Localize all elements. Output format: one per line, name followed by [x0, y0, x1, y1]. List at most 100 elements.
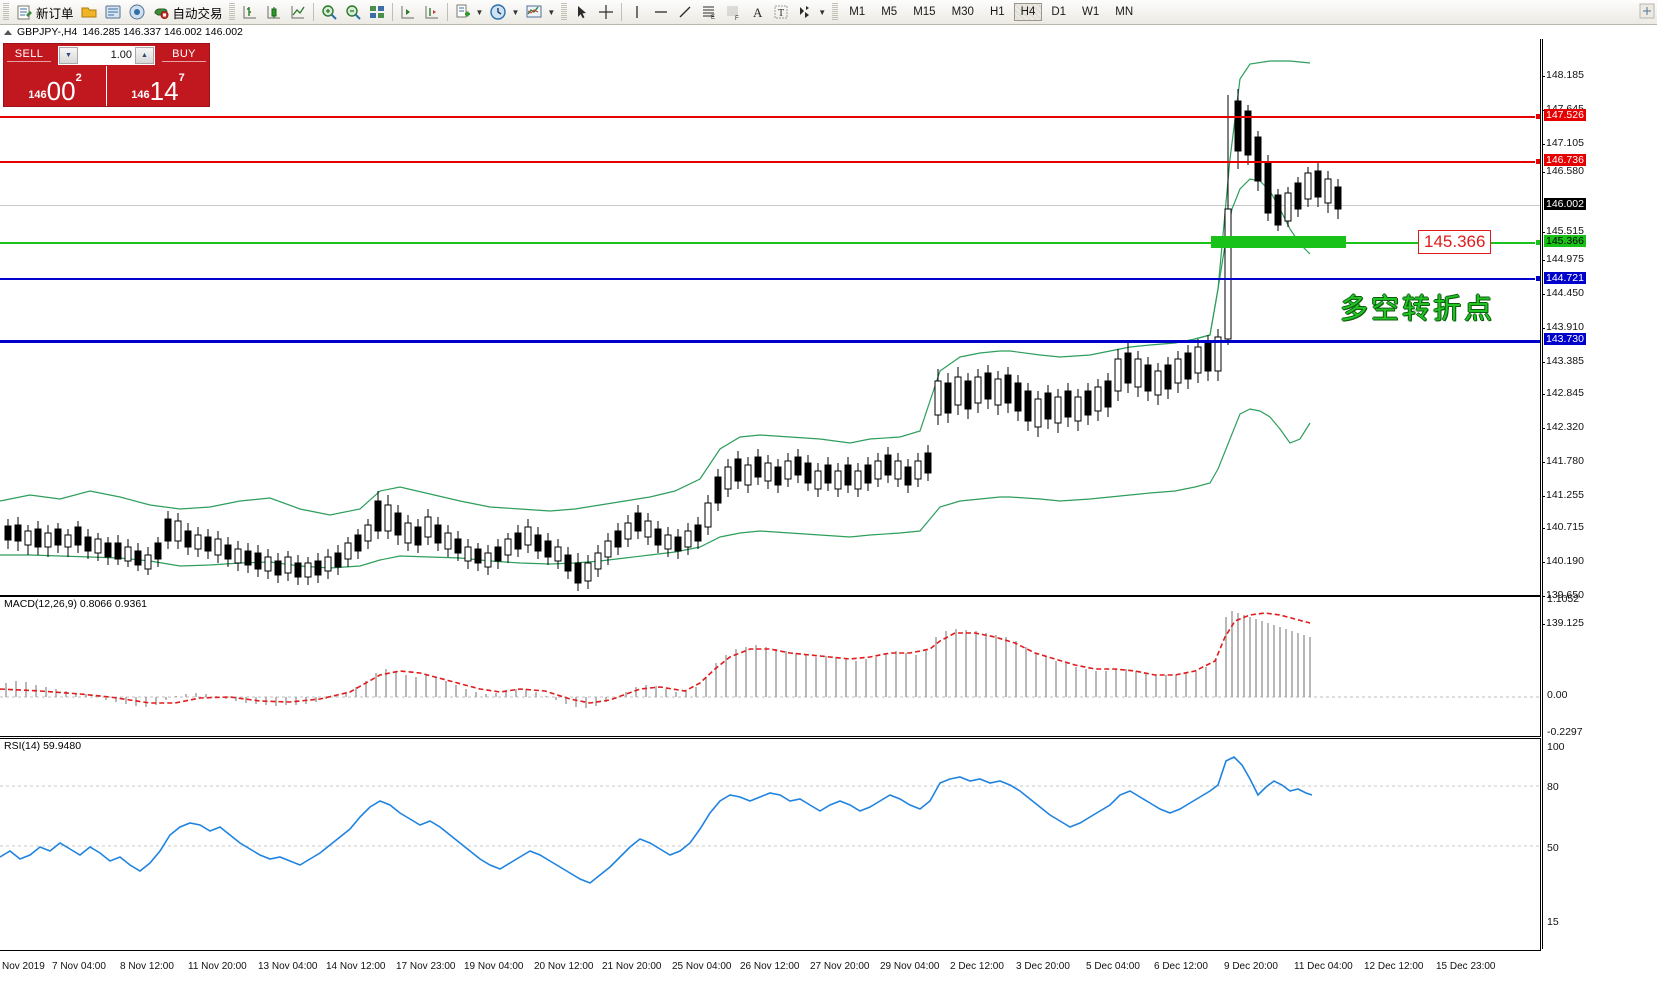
lot-size-value[interactable]: 1.00: [110, 49, 132, 61]
toolbar-grip[interactable]: [3, 3, 9, 21]
chart-annotation-text[interactable]: 多空转折点: [1340, 292, 1496, 325]
text-button[interactable]: A: [745, 1, 769, 23]
tab-timeframe-w1[interactable]: W1: [1082, 6, 1100, 18]
chart-shift-button[interactable]: [396, 1, 420, 23]
line-chart-button[interactable]: [286, 1, 310, 23]
terminal-button[interactable]: [101, 1, 125, 23]
scroll-corner-icon[interactable]: [1639, 3, 1655, 22]
price-badge-support-zone[interactable]: 145.366: [1544, 235, 1586, 247]
vline-button[interactable]: [625, 1, 649, 23]
buy-price-display[interactable]: 146 14 7: [106, 66, 209, 106]
price-badge-resistance-upper[interactable]: 147.526: [1544, 109, 1586, 121]
x-tick-9: 21 Nov 20:00: [602, 961, 662, 972]
level-line-143730[interactable]: [0, 340, 1541, 343]
shapes-button[interactable]: ▼: [793, 1, 829, 23]
x-tick-2: 8 Nov 12:00: [120, 961, 174, 972]
tab-timeframe-d1[interactable]: D1: [1051, 6, 1067, 18]
channel-button[interactable]: F: [721, 1, 745, 23]
zoom-in-icon: [320, 3, 338, 21]
tab-timeframe-m1[interactable]: M1: [849, 6, 866, 18]
rsi-y-tick-2: 50: [1547, 842, 1559, 854]
toolbar-separator-1: [312, 3, 314, 21]
level-line-145366[interactable]: [0, 242, 1541, 244]
fibo-icon: E: [700, 3, 718, 21]
tab-timeframe-m15[interactable]: M15: [913, 6, 936, 18]
new-order-button[interactable]: 新订单: [12, 1, 77, 23]
level-handle-147526[interactable]: [1535, 113, 1542, 120]
macd-pane[interactable]: MACD(12,26,9) 0.8066 0.9361: [0, 596, 1541, 738]
bar-chart-button[interactable]: [238, 1, 262, 23]
symbol-info-bar: GBPJPY-,H4 146.285 146.337 146.002 146.0…: [0, 25, 1657, 40]
symbol-ohlc: 146.285 146.337 146.002 146.002: [82, 26, 243, 38]
level-handle-146736[interactable]: [1535, 158, 1542, 165]
zoom-out-button[interactable]: [341, 1, 365, 23]
level-line-144721[interactable]: [0, 278, 1541, 280]
support-zone-rectangle[interactable]: [1211, 236, 1346, 248]
fibo-button[interactable]: E: [697, 1, 721, 23]
folder-button[interactable]: [77, 1, 101, 23]
y-tick-15: 140.190: [1542, 555, 1584, 567]
tab-timeframe-h4[interactable]: H4: [1013, 3, 1043, 21]
auto-scroll-button[interactable]: [420, 1, 444, 23]
tab-timeframe-mn[interactable]: MN: [1115, 6, 1134, 18]
lot-increase-button[interactable]: ▲: [135, 46, 154, 64]
price-badge-support-lower[interactable]: 143.730: [1544, 333, 1586, 345]
toolbar-grip-2[interactable]: [228, 3, 235, 21]
level-handle-144721[interactable]: [1535, 275, 1542, 282]
trendline-icon: [676, 3, 694, 21]
level-handle-145366[interactable]: [1535, 239, 1542, 246]
svg-text:F: F: [735, 16, 739, 21]
price-axis[interactable]: 148.185 147.645 147.105 146.580 145.515 …: [1542, 39, 1657, 949]
hline-button[interactable]: [649, 1, 673, 23]
lot-decrease-button[interactable]: ▼: [59, 46, 78, 64]
tab-timeframe-h1[interactable]: H1: [989, 6, 1005, 18]
price-badge-resistance-lower[interactable]: 146.736: [1544, 154, 1586, 166]
navigator-button[interactable]: [125, 1, 149, 23]
price-label-box[interactable]: 145.366: [1418, 230, 1492, 254]
template-dropdown-caret[interactable]: ▼: [475, 7, 484, 17]
sell-button[interactable]: SELL: [7, 48, 51, 62]
tile-windows-button[interactable]: [365, 1, 389, 23]
lot-size-stepper[interactable]: ▼ 1.00 ▲: [58, 45, 155, 65]
indicators-button[interactable]: ▼: [522, 1, 558, 23]
tab-timeframe-m5[interactable]: M5: [881, 6, 898, 18]
template-button[interactable]: ▼: [451, 1, 487, 23]
x-tick-6: 17 Nov 23:00: [396, 961, 456, 972]
rsi-pane[interactable]: RSI(14) 59.9480: [0, 738, 1541, 950]
rsi-y-tick-0: 100: [1547, 741, 1565, 753]
zoom-in-button[interactable]: [317, 1, 341, 23]
level-line-146736[interactable]: [0, 161, 1541, 163]
shapes-dropdown-caret[interactable]: ▼: [818, 7, 827, 17]
y-tick-0: 148.185: [1542, 69, 1584, 81]
tab-timeframe-m30[interactable]: M30: [951, 6, 974, 18]
macd-title: MACD(12,26,9) 0.8066 0.9361: [3, 598, 149, 610]
cursor-button[interactable]: [570, 1, 594, 23]
tile-windows-icon: [368, 3, 386, 21]
rsi-title: RSI(14) 59.9480: [3, 740, 83, 752]
sell-price-display[interactable]: 146 00 2: [4, 66, 106, 106]
chart-area[interactable]: 145.366 多空转折点 MACD(12,26,9) 0.8066 0.936…: [0, 39, 1657, 989]
label-icon: T: [772, 3, 790, 21]
expand-triangle-icon[interactable]: [4, 29, 12, 35]
level-line-147526[interactable]: [0, 116, 1541, 118]
period-dropdown-caret[interactable]: ▼: [511, 7, 520, 17]
y-tick-7: 144.450: [1542, 287, 1584, 299]
label-button[interactable]: T: [769, 1, 793, 23]
one-click-trading-panel[interactable]: SELL ▼ 1.00 ▲ BUY 146 00 2 146 14 7: [3, 43, 210, 107]
sell-price-sup: 2: [75, 72, 82, 84]
trendline-button[interactable]: [673, 1, 697, 23]
price-badge-support-upper[interactable]: 144.721: [1544, 272, 1586, 284]
period-button[interactable]: ▼: [486, 1, 522, 23]
y-tick-8: 143.910: [1542, 321, 1584, 333]
crosshair-button[interactable]: [594, 1, 618, 23]
y-tick-3: 146.580: [1542, 165, 1584, 177]
time-axis[interactable]: Nov 2019 7 Nov 04:00 8 Nov 12:00 11 Nov …: [0, 950, 1541, 989]
price-badge-current[interactable]: 146.002: [1544, 198, 1586, 210]
autotrading-button[interactable]: 自动交易: [149, 1, 226, 23]
buy-button[interactable]: BUY: [162, 48, 206, 62]
indicators-dropdown-caret[interactable]: ▼: [547, 7, 556, 17]
candlestick-chart-button[interactable]: [262, 1, 286, 23]
price-pane[interactable]: 145.366 多空转折点: [0, 39, 1542, 595]
toolbar-grip-3[interactable]: [561, 3, 568, 21]
toolbar-grip-4[interactable]: [832, 3, 839, 21]
